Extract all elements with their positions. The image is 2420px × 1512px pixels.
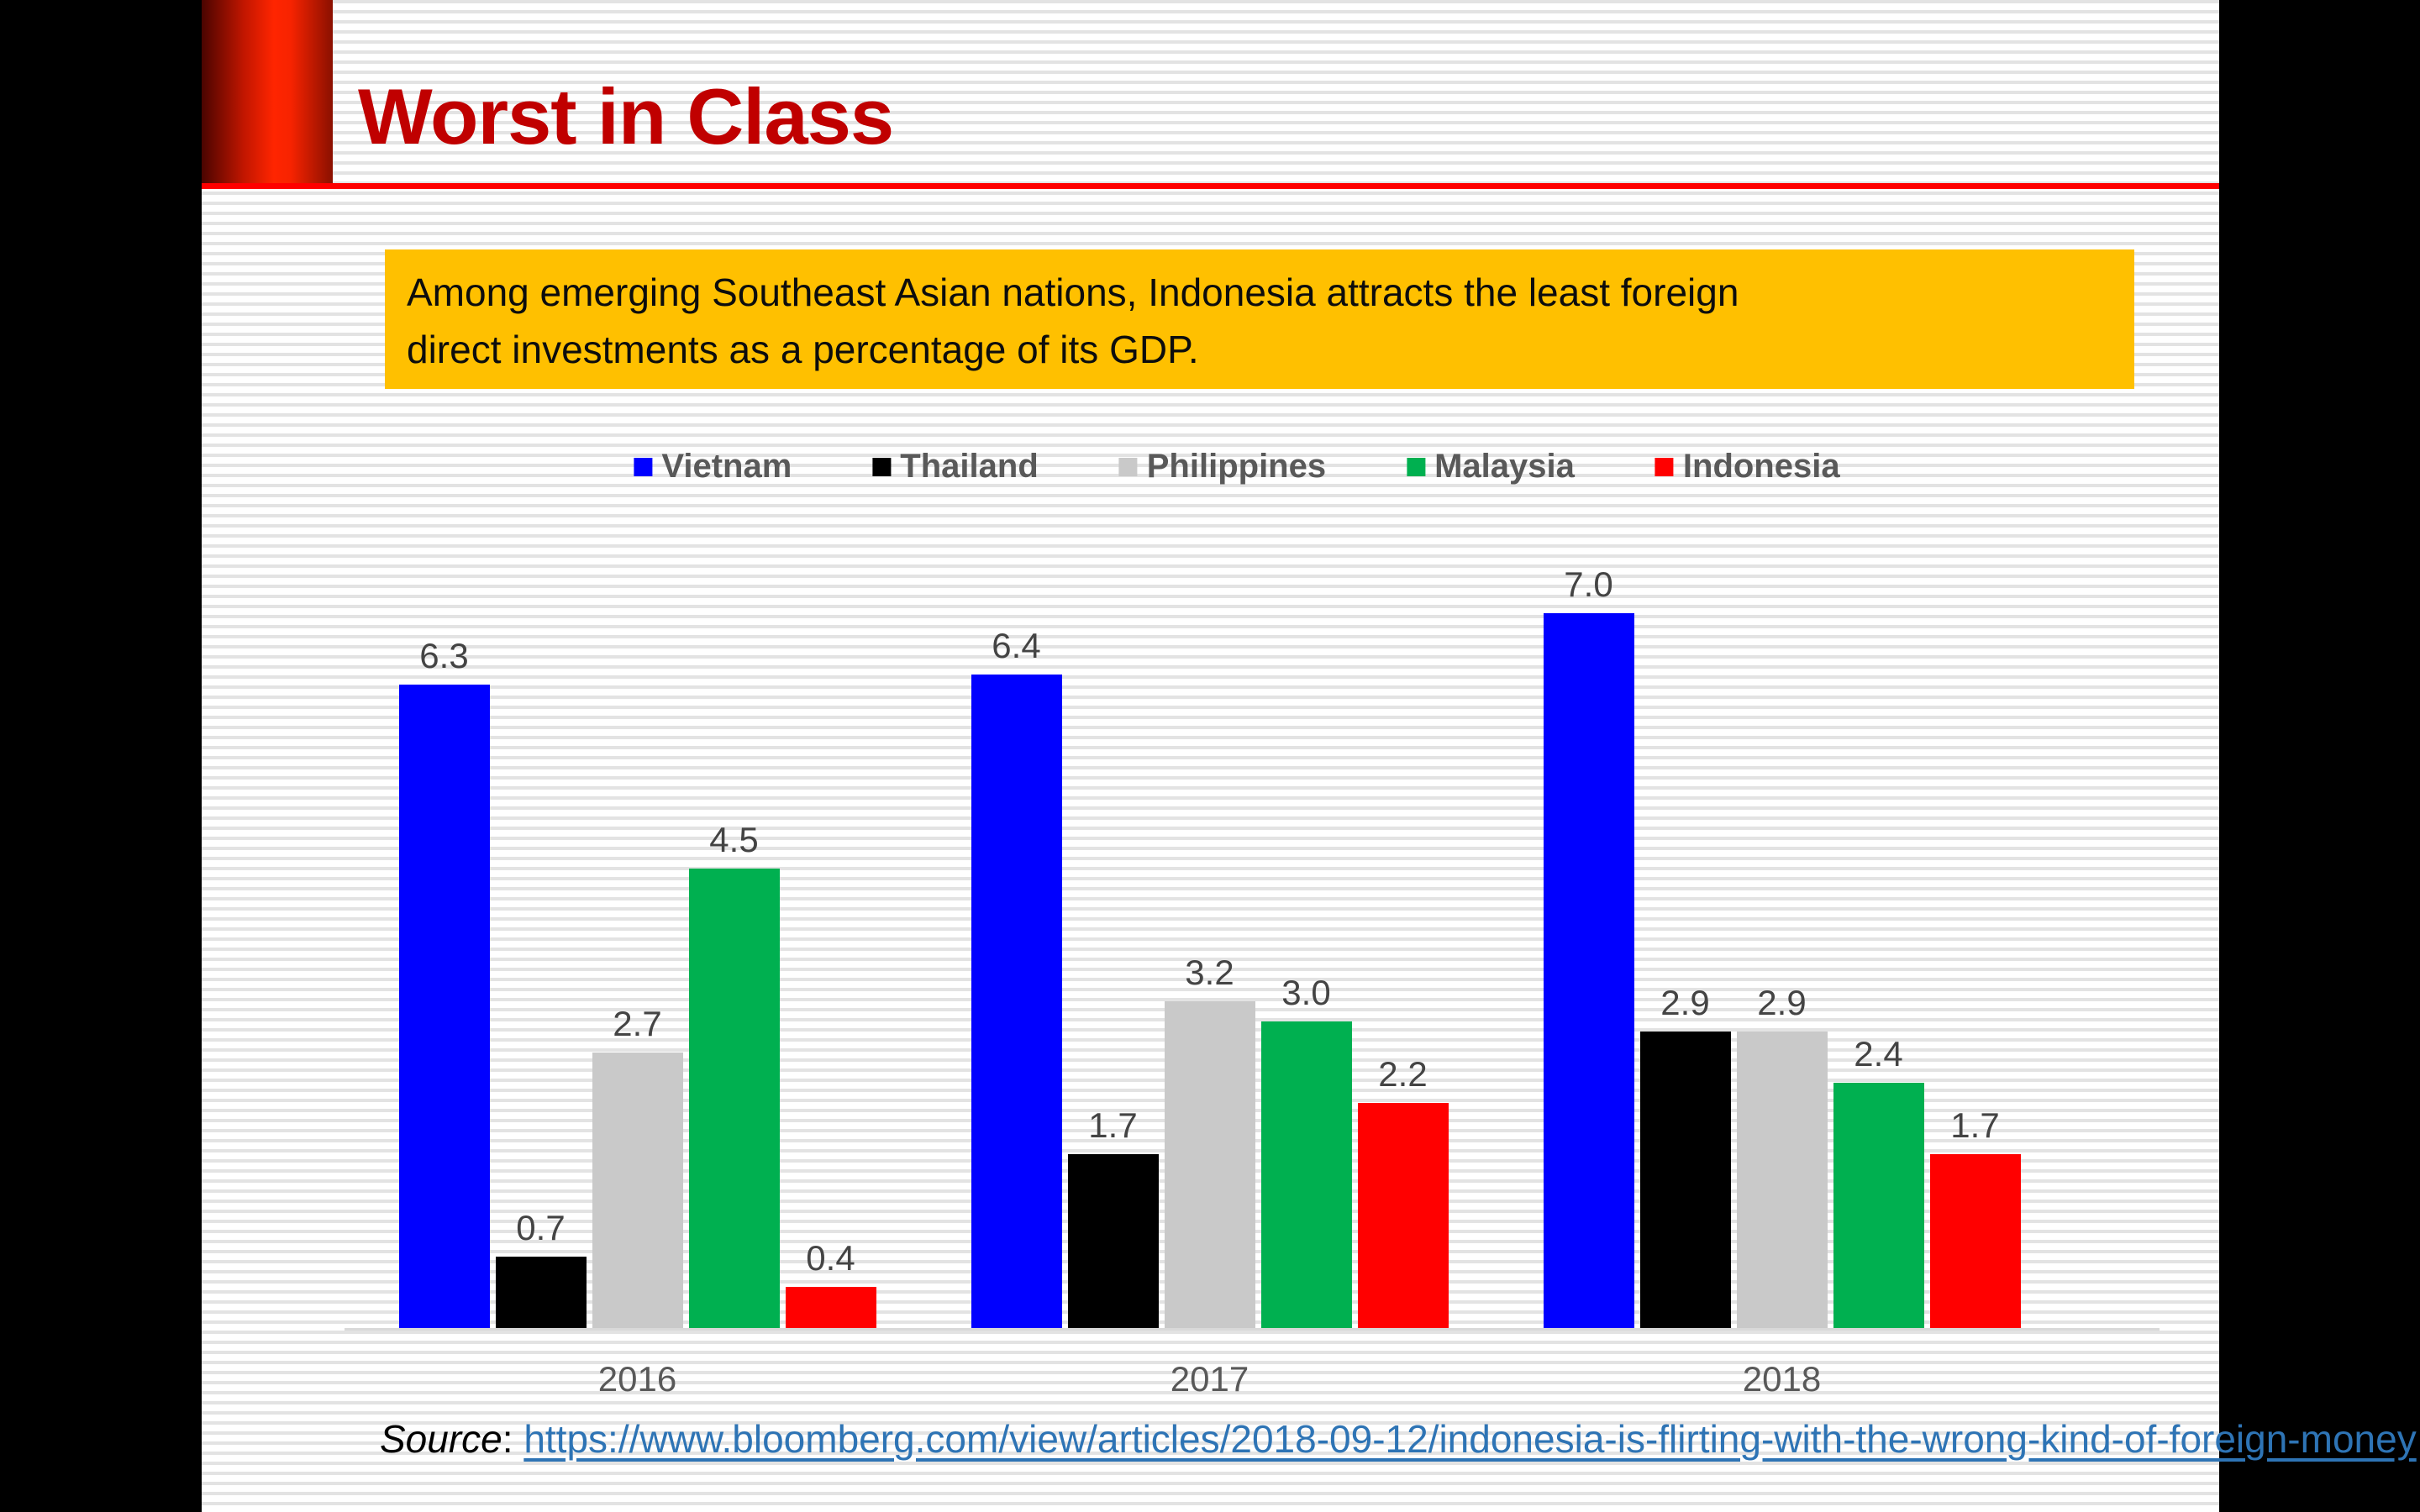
bar-value-label-philippines-2016: 2.7 — [613, 1004, 662, 1043]
callout-box: Among emerging Southeast Asian nations, … — [385, 249, 2134, 389]
title-rule — [202, 183, 2219, 189]
bar-malaysia-2017 — [1260, 1021, 1352, 1328]
legend-item-vietnam: Vietnam — [634, 448, 792, 486]
bar-value-label-thailand-2017: 1.7 — [1088, 1105, 1138, 1145]
bar-indonesia-2018 — [1929, 1154, 2021, 1328]
category-label-2017: 2017 — [1170, 1359, 1249, 1399]
bar-malaysia-2018 — [1833, 1083, 1924, 1328]
bar-value-label-vietnam-2016: 6.3 — [419, 636, 469, 675]
legend-label: Thailand — [900, 448, 1039, 485]
legend-item-thailand: Thailand — [872, 448, 1039, 486]
category-label-2018: 2018 — [1742, 1359, 1822, 1399]
bar-value-label-vietnam-2017: 6.4 — [992, 626, 1041, 665]
legend-swatch-icon — [1407, 457, 1426, 476]
source-line: Source: https://www.bloomberg.com/view/a… — [380, 1416, 2417, 1462]
bar-vietnam-2017 — [971, 675, 1062, 1328]
legend-item-malaysia: Malaysia — [1407, 448, 1575, 486]
callout-text-line-1: Among emerging Southeast Asian nations, … — [407, 270, 1739, 314]
title-accent-bar — [202, 0, 333, 184]
legend-swatch-icon — [872, 457, 892, 476]
legend-label: Indonesia — [1682, 448, 1840, 485]
bar-value-label-thailand-2016: 0.7 — [516, 1208, 566, 1247]
right-black-bar — [2219, 0, 2420, 1512]
source-link[interactable]: https://www.bloomberg.com/view/articles/… — [523, 1417, 2417, 1461]
x-axis-line — [345, 1328, 2160, 1331]
legend-swatch-icon — [1118, 457, 1138, 476]
chart-legend: Vietnam Thailand Philippines Malaysia Indone… — [634, 448, 1840, 486]
bar-philippines-2016 — [592, 1053, 683, 1328]
source-label: Source — [380, 1417, 502, 1461]
left-black-bar — [0, 0, 202, 1512]
source-separator: : — [502, 1417, 524, 1461]
presentation-slide: Worst in Class Among emerging Southeast … — [202, 0, 2417, 1512]
bar-vietnam-2018 — [1543, 613, 1634, 1328]
bar-indonesia-2016 — [785, 1287, 876, 1328]
legend-item-indonesia: Indonesia — [1655, 448, 1840, 486]
bar-value-label-philippines-2018: 2.9 — [1757, 983, 1807, 1022]
callout-text-line-2: direct investments as a percentage of it… — [407, 328, 1199, 371]
bar-thailand-2016 — [495, 1257, 587, 1328]
bar-philippines-2018 — [1736, 1032, 1828, 1328]
bar-value-label-philippines-2017: 3.2 — [1185, 953, 1234, 992]
legend-item-philippines: Philippines — [1118, 448, 1327, 486]
bar-indonesia-2017 — [1357, 1103, 1449, 1328]
category-label-2016: 2016 — [597, 1359, 677, 1399]
legend-label: Vietnam — [661, 448, 792, 485]
bar-value-label-malaysia-2017: 3.0 — [1281, 973, 1331, 1012]
bar-philippines-2017 — [1164, 1001, 1255, 1328]
bar-thailand-2017 — [1067, 1154, 1159, 1328]
bar-value-label-indonesia-2018: 1.7 — [1950, 1105, 2000, 1145]
bar-vietnam-2016 — [398, 685, 490, 1328]
legend-label: Philippines — [1146, 448, 1327, 485]
legend-swatch-icon — [634, 457, 653, 476]
bar-malaysia-2016 — [688, 869, 780, 1328]
bar-thailand-2018 — [1639, 1032, 1731, 1328]
bar-value-label-malaysia-2018: 2.4 — [1854, 1034, 1903, 1074]
bar-value-label-vietnam-2018: 7.0 — [1564, 564, 1613, 604]
bar-value-label-malaysia-2016: 4.5 — [709, 820, 759, 859]
bar-value-label-indonesia-2016: 0.4 — [806, 1238, 855, 1278]
legend-label: Malaysia — [1434, 448, 1575, 485]
legend-swatch-icon — [1655, 457, 1674, 476]
bar-value-label-thailand-2018: 2.9 — [1660, 983, 1710, 1022]
bar-chart-plot: 6.3 0.7 2.7 4.5 0.4 2016 6.4 1.7 3.2 3.0 2.2 2017 7.… — [202, 0, 2219, 1512]
bar-value-label-indonesia-2017: 2.2 — [1378, 1054, 1428, 1094]
page-title: Worst in Class — [358, 72, 894, 160]
